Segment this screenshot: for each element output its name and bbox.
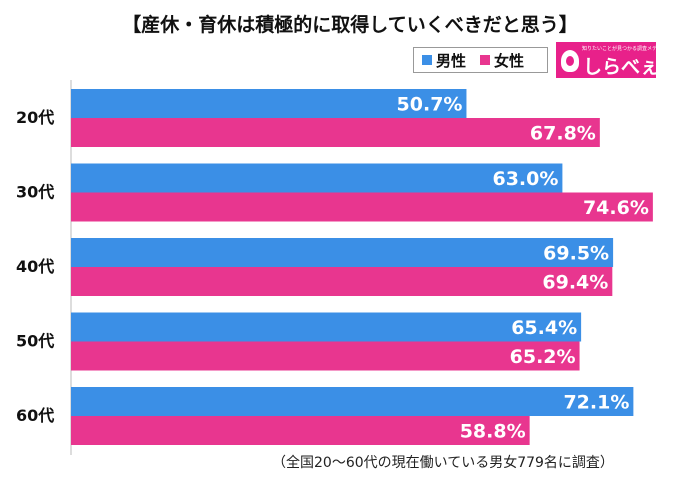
data-label: 65.2% — [510, 346, 576, 368]
legend-swatch-female — [480, 55, 491, 65]
bar-female — [71, 192, 653, 222]
shirabee-logo: 知りたいことが見つかる調査メディア しらべぇ — [556, 42, 667, 78]
data-label: 50.7% — [397, 94, 463, 116]
data-label: 69.4% — [542, 272, 608, 294]
legend-item-male: 男性 — [422, 50, 466, 71]
legend: 男性 女性 — [413, 47, 548, 73]
legend-item-female: 女性 — [480, 50, 524, 71]
survey-footnote: （全国20〜60代の現在働いている男女779名に調査） — [272, 455, 614, 471]
category-label: 40代 — [16, 257, 54, 276]
legend-label-male: 男性 — [436, 51, 467, 70]
data-label: 74.6% — [583, 197, 649, 219]
chart-title: 【産休・育休は積極的に取得していくべきだと思う】 — [122, 14, 578, 36]
bar-male — [71, 387, 634, 416]
data-label: 67.8% — [530, 123, 596, 145]
bar-male — [71, 89, 467, 118]
category-label: 60代 — [16, 406, 54, 425]
data-label: 58.8% — [460, 421, 526, 443]
legend-swatch-male — [422, 55, 432, 65]
category-label: 50代 — [16, 332, 54, 351]
bar-male — [71, 238, 614, 267]
bar-female — [71, 267, 613, 296]
data-label: 72.1% — [563, 392, 629, 414]
category-label: 20代 — [16, 108, 54, 127]
data-label: 63.0% — [492, 168, 558, 190]
bar-female — [71, 118, 600, 147]
bar-male — [71, 163, 563, 193]
category-label: 30代 — [16, 183, 54, 202]
bar-male — [71, 312, 582, 342]
bar-female — [71, 416, 530, 445]
data-label: 69.5% — [543, 243, 609, 265]
bar-female — [71, 341, 580, 371]
logo-tagline: 知りたいことが見つかる調査メディア — [582, 46, 667, 52]
legend-label-female: 女性 — [494, 51, 525, 70]
data-label: 65.4% — [511, 317, 577, 339]
logo-mark-icon — [561, 50, 579, 72]
logo-name: しらべぇ — [583, 56, 660, 78]
